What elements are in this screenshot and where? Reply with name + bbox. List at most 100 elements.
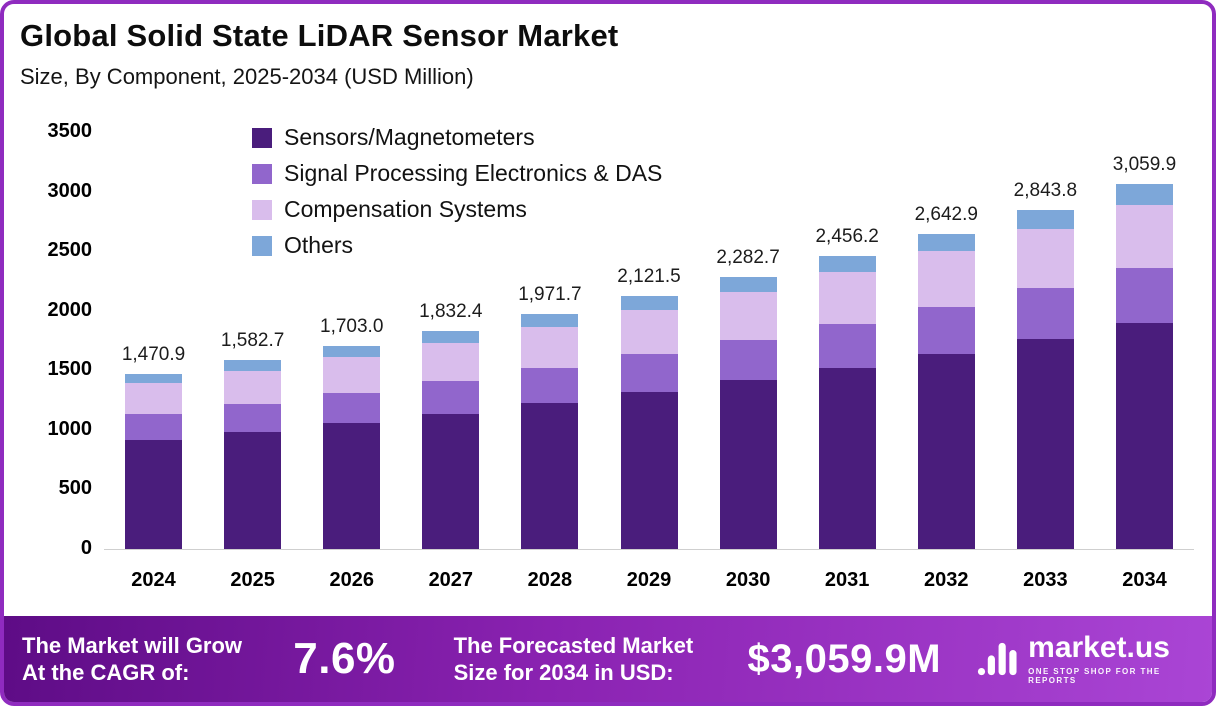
bar-segment bbox=[125, 373, 183, 384]
bar-2026 bbox=[323, 346, 381, 549]
marketus-logo-icon bbox=[977, 642, 1017, 676]
x-axis-label: 2033 bbox=[1023, 569, 1068, 591]
legend-label: Signal Processing Electronics & DAS bbox=[284, 160, 663, 186]
bar-segment bbox=[1115, 184, 1173, 205]
bar-segment bbox=[1115, 204, 1173, 269]
bar-segment bbox=[323, 423, 381, 549]
bar-segment bbox=[422, 342, 480, 381]
x-axis-label: 2024 bbox=[131, 569, 176, 591]
bar-segment bbox=[323, 392, 381, 424]
x-axis-line bbox=[104, 549, 1194, 550]
x-axis-label: 2026 bbox=[329, 569, 374, 591]
forecast-label: The Forecasted Market Size for 2034 in U… bbox=[453, 632, 694, 686]
bar-segment bbox=[521, 314, 579, 328]
x-axis-label: 2032 bbox=[924, 569, 969, 591]
stacked-bar-chart: Sensors/Magnetometers Signal Processing E… bbox=[4, 4, 1212, 616]
bar-segment bbox=[818, 367, 876, 549]
forecast-value: $3,059.9M bbox=[747, 636, 942, 681]
legend-label: Others bbox=[284, 232, 354, 258]
legend-item: Compensation Systems bbox=[252, 196, 662, 223]
bar-2031 bbox=[818, 256, 876, 549]
y-axis-tick-label: 1000 bbox=[47, 417, 93, 440]
bar-segment bbox=[917, 234, 975, 252]
bar-total-label: 1,971.7 bbox=[518, 284, 582, 306]
x-axis-label: 2034 bbox=[1122, 569, 1167, 591]
bar-segment bbox=[620, 310, 678, 355]
bar-2029 bbox=[620, 296, 678, 549]
bar-total-label: 1,703.0 bbox=[320, 316, 384, 338]
bar-total-label: 2,843.8 bbox=[1013, 180, 1078, 202]
y-axis-tick-label: 2500 bbox=[47, 239, 93, 262]
bar-segment bbox=[1115, 268, 1173, 323]
bar-total-label: 1,470.9 bbox=[121, 343, 186, 365]
chart-legend: Sensors/Magnetometers Signal Processing E… bbox=[252, 124, 662, 259]
cagr-value: 7.6% bbox=[293, 634, 396, 683]
bar-total-label: 1,582.7 bbox=[220, 330, 285, 352]
footer-banner: The Market will Grow At the CAGR of: 7.6… bbox=[4, 616, 1212, 702]
y-axis-tick-label: 0 bbox=[80, 537, 92, 559]
y-axis-tick-label: 1500 bbox=[47, 358, 93, 381]
bar-segment bbox=[224, 370, 282, 404]
bar-segment bbox=[1016, 288, 1074, 339]
bar-2030 bbox=[719, 277, 777, 549]
y-axis-tick-label: 500 bbox=[58, 477, 92, 500]
brand-name: market.us bbox=[1028, 631, 1170, 664]
bar-total-label: 2,642.9 bbox=[914, 204, 978, 226]
bar-segment bbox=[1016, 338, 1074, 549]
y-axis-tick-label: 2000 bbox=[47, 298, 93, 321]
bar-segment bbox=[719, 277, 777, 293]
bar-total-label: 3,059.9 bbox=[1112, 154, 1177, 176]
bar-segment bbox=[620, 354, 678, 393]
bar-total-label: 2,456.2 bbox=[815, 226, 879, 248]
bar-segment bbox=[521, 327, 579, 369]
bar-2025 bbox=[224, 360, 282, 549]
marketus-brand-text: market.us ONE STOP SHOP FOR THE REPORTS bbox=[1028, 631, 1194, 686]
bar-segment bbox=[917, 251, 975, 307]
bar-segment bbox=[125, 414, 183, 441]
bar-2024 bbox=[125, 373, 183, 549]
bar-total-label: 1,832.4 bbox=[419, 300, 483, 322]
bar-segment bbox=[224, 360, 282, 371]
legend-swatch bbox=[252, 199, 272, 220]
chart-subtitle: Size, By Component, 2025-2034 (USD Milli… bbox=[20, 64, 474, 89]
bar-segment bbox=[818, 323, 876, 368]
bar-total-label: 2,121.5 bbox=[617, 266, 681, 288]
bar-segment bbox=[521, 403, 579, 549]
legend-swatch bbox=[252, 235, 272, 256]
bar-segment bbox=[719, 292, 777, 340]
legend-item: Signal Processing Electronics & DAS bbox=[252, 160, 662, 187]
bar-segment bbox=[1115, 322, 1173, 549]
bar-segment bbox=[1016, 210, 1074, 229]
y-axis-tick-label: 3000 bbox=[47, 179, 93, 202]
cagr-label: The Market will Grow At the CAGR of: bbox=[22, 632, 243, 686]
bar-segment bbox=[620, 296, 678, 311]
x-axis-label: 2028 bbox=[527, 569, 573, 591]
legend-item: Others bbox=[252, 232, 662, 259]
legend-label: Compensation Systems bbox=[284, 196, 527, 222]
bar-segment bbox=[917, 353, 975, 549]
bar-segment bbox=[620, 392, 678, 549]
bar-2028 bbox=[521, 314, 579, 549]
bar-2032 bbox=[917, 234, 975, 549]
bar-segment bbox=[422, 380, 480, 414]
chart-header: Global Solid State LiDAR Sensor Market S… bbox=[20, 18, 618, 90]
x-axis-label: 2025 bbox=[230, 569, 275, 591]
legend-label: Sensors/Magnetometers bbox=[284, 124, 535, 150]
bar-segment bbox=[422, 413, 480, 549]
bar-2033 bbox=[1016, 210, 1074, 549]
bar-segment bbox=[323, 357, 381, 393]
x-axis-label: 2031 bbox=[824, 569, 870, 591]
brand-tagline: ONE STOP SHOP FOR THE REPORTS bbox=[1028, 667, 1161, 685]
bar-2027 bbox=[422, 330, 480, 549]
bar-segment bbox=[125, 383, 183, 414]
bar-segment bbox=[125, 440, 183, 549]
bar-segment bbox=[422, 330, 480, 343]
bar-segment bbox=[719, 339, 777, 381]
x-axis-label: 2029 bbox=[626, 569, 672, 591]
y-axis-tick-label: 3500 bbox=[47, 120, 93, 142]
bar-segment bbox=[224, 432, 282, 549]
legend-swatch bbox=[252, 163, 272, 184]
bar-segment bbox=[521, 368, 579, 404]
bar-total-label: 2,282.7 bbox=[716, 247, 780, 269]
